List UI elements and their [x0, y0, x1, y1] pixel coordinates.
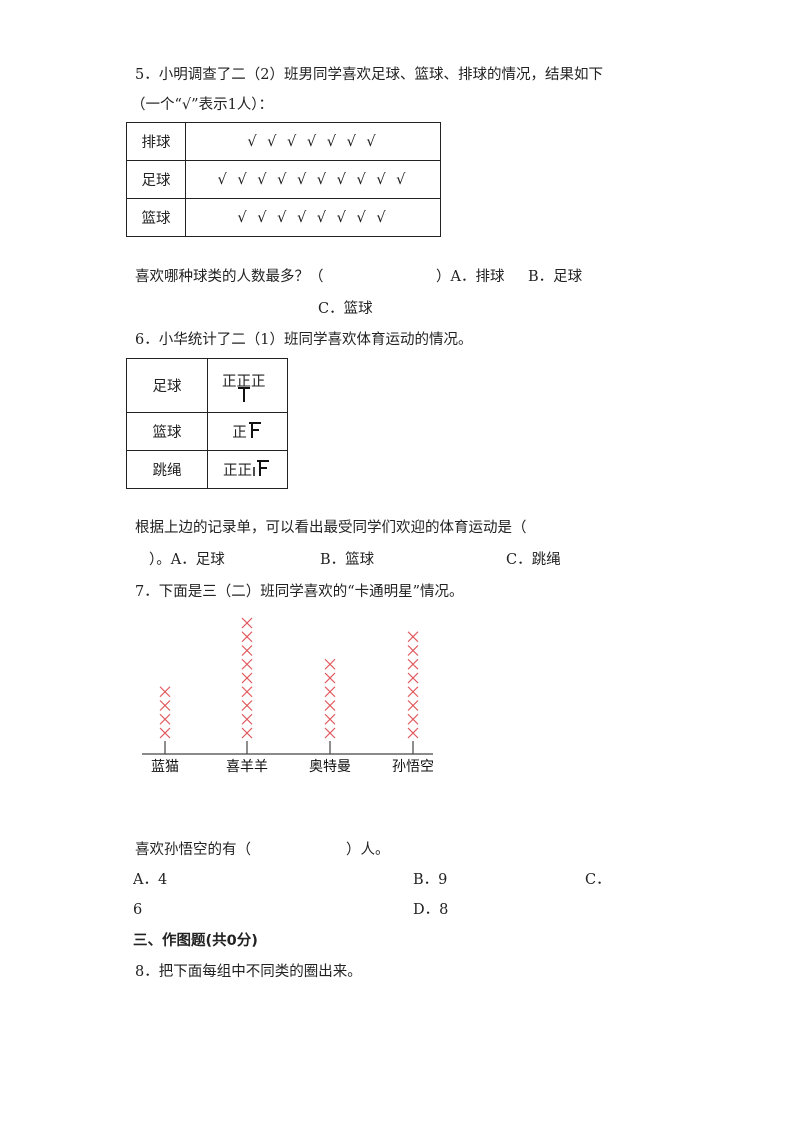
category-label: 孙悟空: [392, 759, 434, 775]
cross-mark: [324, 727, 336, 739]
tally-text: 正正: [223, 463, 252, 479]
cross-mark: [324, 672, 336, 684]
q6-question: 根据上边的记录单，可以看出最受同学们欢迎的体育运动是（: [135, 520, 527, 536]
q5-table: 排球 √ √ √ √ √ √ √ 足球 √ √ √ √ √ √ √ √ √ √ 篮球…: [126, 122, 441, 237]
q8-text: 8．把下面每组中不同类的圈出来。: [135, 964, 362, 980]
cross-mark: [324, 686, 336, 698]
cartoon-pictograph: 蓝猫 喜羊羊 奥特曼 孙悟空: [142, 617, 434, 775]
tally-cell: 正正: [207, 450, 288, 489]
cross-mark: [407, 645, 419, 656]
q7-text: 7．下面是三（二）班同学喜欢的“卡通明星”情况。: [135, 584, 464, 600]
cross-mark: [241, 686, 253, 698]
cross-mark: [159, 700, 171, 711]
q7-option-d: D．8: [413, 902, 449, 918]
row-label: 跳绳: [126, 450, 208, 489]
row-label: 篮球: [126, 412, 208, 451]
q6-option-c: C．跳绳: [506, 552, 561, 568]
cross-mark: [324, 713, 336, 725]
q5-option-a: ）A．排球: [436, 269, 505, 285]
section-title: 三、作图题(共0分): [133, 933, 258, 949]
row-label: 排球: [126, 122, 186, 161]
q5-question: 喜欢哪种球类的人数最多？（: [135, 269, 324, 285]
cross-mark: [159, 727, 171, 739]
q7-question-end: ）人。: [346, 842, 390, 858]
row-label: 篮球: [126, 198, 186, 237]
q7-option-a: A．4: [133, 872, 168, 888]
tally-cell: 正正正: [207, 358, 288, 413]
category-label: 喜羊羊: [226, 759, 268, 775]
row-label: 足球: [126, 358, 208, 413]
cross-mark: [241, 727, 253, 739]
q7-option-b: B．9: [413, 872, 448, 888]
cross-mark: [241, 645, 253, 656]
cross-mark: [407, 700, 419, 711]
tally-partial-icon: [248, 422, 261, 438]
cross-mark: [407, 727, 419, 739]
q6-option-b: B．篮球: [320, 552, 375, 568]
q7-option-c: C．: [585, 872, 611, 888]
q6-table: 足球 正正正 篮球 正 跳绳 正正: [126, 358, 288, 489]
tally-text: 正正正: [222, 373, 266, 390]
cross-mark: [241, 700, 253, 711]
cross-mark: [241, 658, 253, 670]
cross-mark: [407, 713, 419, 725]
tally-partial-icon: [238, 386, 250, 402]
cross-mark: [407, 672, 419, 684]
q5-option-c: C．篮球: [318, 301, 373, 317]
tally-cell: 正: [207, 412, 288, 451]
check-marks: √ √ √ √ √ √ √ √: [185, 198, 441, 237]
cross-mark: [241, 713, 253, 725]
q6-text: 6．小华统计了二（1）班同学喜欢体育运动的情况。: [135, 332, 473, 348]
q6-option-a: ）。A．足球: [149, 552, 225, 568]
cross-mark: [407, 658, 419, 670]
check-marks: √ √ √ √ √ √ √ √ √ √: [185, 160, 441, 199]
q7-question: 喜欢孙悟空的有（: [135, 842, 251, 858]
cross-mark: [159, 686, 171, 698]
q7-option-c-value: 6: [133, 902, 143, 918]
q5-text: 5．小明调查了二（2）班男同学喜欢足球、篮球、排球的情况，结果如下: [135, 67, 603, 83]
cross-mark: [324, 700, 336, 711]
q5-note: （一个“√”表示1人）：: [131, 97, 274, 113]
cross-mark: [407, 631, 419, 643]
tally-partial-icon: [253, 460, 269, 476]
cross-mark: [241, 617, 253, 629]
cross-mark: [407, 686, 419, 698]
tally-text: 正: [232, 425, 247, 441]
cross-mark: [159, 713, 171, 725]
q5-option-b: B．足球: [528, 269, 583, 285]
cross-mark: [241, 631, 253, 643]
cross-mark: [324, 658, 336, 670]
category-label: 奥特曼: [309, 758, 351, 775]
cross-mark: [241, 672, 253, 684]
row-label: 足球: [126, 160, 186, 199]
category-label: 蓝猫: [151, 759, 179, 775]
